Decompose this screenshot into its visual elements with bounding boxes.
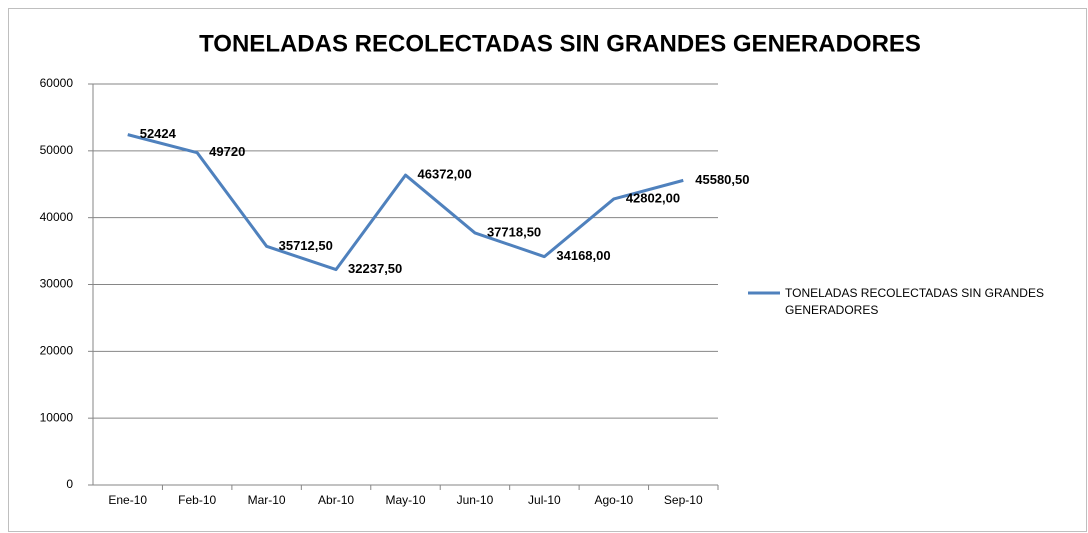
y-tick-label: 0 (66, 477, 73, 491)
x-tick-label: Jun-10 (457, 493, 494, 507)
legend-label: TONELADAS RECOLECTADAS SIN GRANDES GENER… (785, 286, 1044, 317)
data-label: 46372,00 (418, 167, 472, 182)
x-tick-label: Mar-10 (248, 493, 286, 507)
data-label: 37718,50 (487, 224, 541, 239)
data-label: 34168,00 (556, 248, 610, 263)
chart-title: TONELADAS RECOLECTADAS SIN GRANDES GENER… (199, 30, 921, 57)
x-tick-label: Ago-10 (594, 493, 633, 507)
data-label: 35712,50 (279, 238, 333, 253)
data-label: 32237,50 (348, 261, 402, 276)
y-tick-label: 30000 (40, 277, 74, 291)
data-label: 52424 (140, 126, 177, 141)
y-tick-label: 20000 (40, 344, 74, 358)
x-tick-label: Ene-10 (108, 493, 147, 507)
series-line (127, 133, 684, 272)
y-tick-label: 60000 (40, 76, 74, 90)
data-label: 49720 (209, 144, 245, 159)
y-tick-label: 50000 (40, 143, 74, 157)
data-label: 42802,00 (626, 190, 680, 205)
x-tick-label: Sep-10 (664, 493, 703, 507)
y-tick-label: 10000 (40, 410, 74, 424)
chart-border (8, 8, 1087, 532)
x-tick-label: May-10 (385, 493, 425, 507)
x-tick-label: Feb-10 (178, 493, 216, 507)
x-tick-label: Abr-10 (318, 493, 354, 507)
x-tick-label: Jul-10 (528, 493, 561, 507)
y-tick-label: 40000 (40, 210, 74, 224)
data-label: 45580,50 (695, 172, 749, 187)
